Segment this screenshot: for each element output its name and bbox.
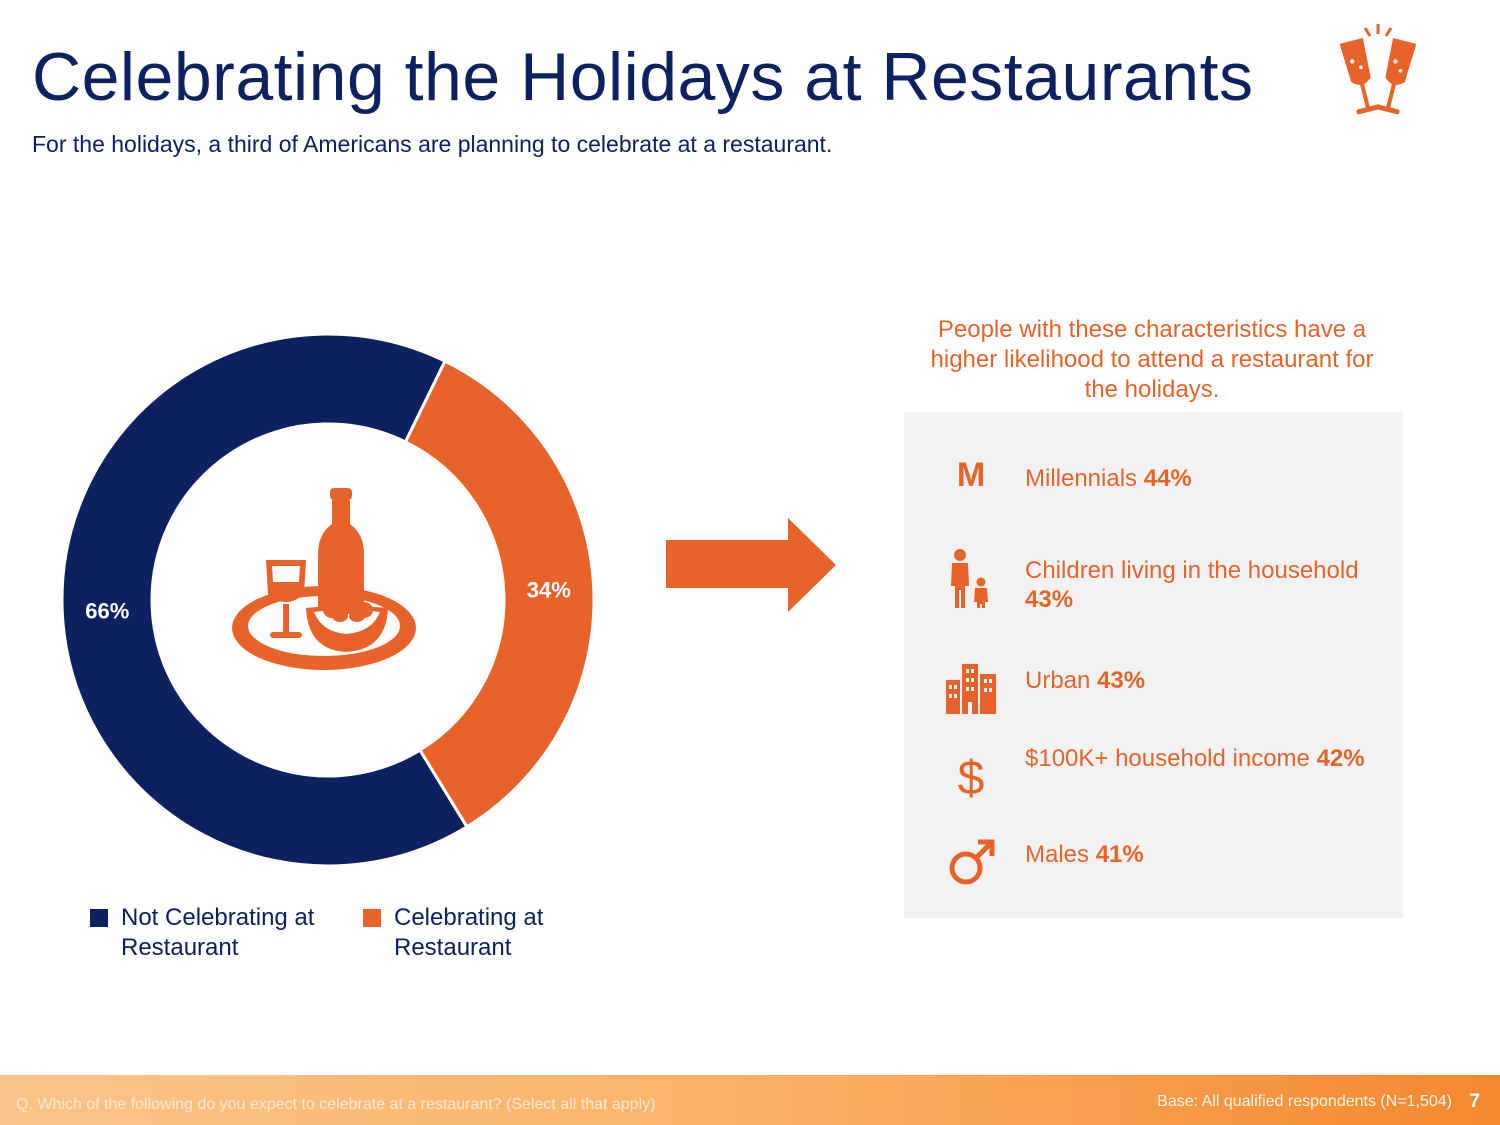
male-symbol-icon <box>949 839 995 885</box>
dollar-sign-icon: $ <box>958 752 985 804</box>
characteristic-value: 41% <box>1095 841 1144 868</box>
legend-item-celebrating: Celebrating at Restaurant <box>363 903 594 963</box>
characteristic-text: Millennials 44% <box>1025 464 1385 493</box>
footer-bar: Q. Which of the following do you expect … <box>0 1075 1500 1125</box>
legend-swatch <box>90 909 108 927</box>
donut-slice-celebrating <box>403 359 596 829</box>
footer-question: Q. Which of the following do you expect … <box>16 1096 656 1113</box>
characteristic-text: Urban 43% <box>1025 666 1385 695</box>
characteristic-value: 42% <box>1316 745 1365 772</box>
donut-data-label: 34% <box>527 578 571 603</box>
characteristic-text: Children living in the household 43% <box>1025 556 1385 614</box>
letter-m-icon: M <box>957 456 985 494</box>
characteristic-value: 43% <box>1025 586 1074 613</box>
page-title: Celebrating the Holidays at Restaurants <box>32 39 1254 115</box>
donut-data-label: 66% <box>85 598 129 623</box>
characteristic-label: Millennials <box>1025 465 1138 492</box>
characteristic-value: 43% <box>1097 667 1146 694</box>
legend-swatch <box>363 909 381 927</box>
svg-text:M: M <box>957 456 985 494</box>
characteristics-panel: M Millennials 44% Children living in the… <box>904 412 1403 918</box>
characteristic-label: Children living in the household <box>1025 557 1359 584</box>
legend-label: Celebrating at Restaurant <box>394 904 544 961</box>
restaurant-meal-icon <box>232 488 416 670</box>
characteristic-label: Males <box>1025 841 1090 868</box>
characteristic-label: Urban <box>1025 667 1091 694</box>
svg-text:$: $ <box>958 752 985 804</box>
donut-chart: 66% 34% <box>60 332 596 868</box>
callout-heading: People with these characteristics have a… <box>930 316 1374 403</box>
legend-item-not-celebrating: Not Celebrating at Restaurant <box>90 903 321 963</box>
characteristic-label: $100K+ household income <box>1025 745 1310 772</box>
legend-label: Not Celebrating at Restaurant <box>121 904 315 961</box>
donut-slice-not-celebrating <box>60 332 470 868</box>
city-buildings-icon <box>946 664 996 714</box>
characteristic-value: 44% <box>1143 465 1192 492</box>
page-subtitle: For the holidays, a third of Americans a… <box>32 131 833 157</box>
champagne-toast-icon <box>1339 24 1417 115</box>
footer-base: Base: All qualified respondents (N=1,504… <box>1157 1093 1452 1110</box>
right-arrow-icon <box>666 518 836 612</box>
characteristic-text: Males 41% <box>1025 840 1385 869</box>
page-number: 7 <box>1469 1091 1480 1112</box>
characteristic-text: $100K+ household income 42% <box>1025 744 1385 773</box>
parent-child-icon <box>951 549 988 608</box>
